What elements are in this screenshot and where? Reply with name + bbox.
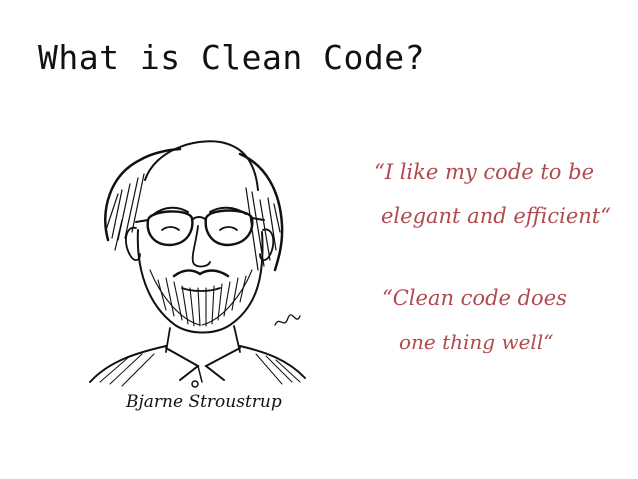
quote-2-line-1: “Clean code does [382,286,567,310]
portrait-caption: Bjarne Stroustrup [126,392,282,412]
quote-2-line-2: one thing well“ [399,330,554,354]
slide-title: What is Clean Code? [38,38,425,77]
portrait-sketch-image [89,140,306,388]
quote-1-line-1: “I like my code to be [374,160,594,184]
quote-1-line-2: elegant and efficient“ [381,204,611,228]
